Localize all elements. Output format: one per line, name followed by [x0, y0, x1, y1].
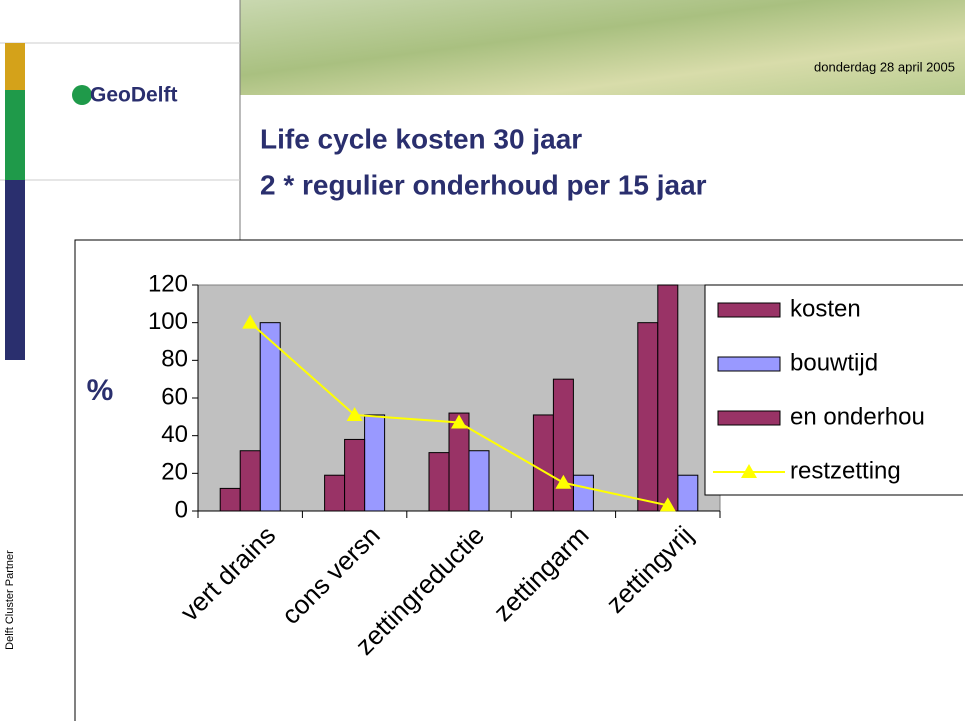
side-text: Delft Cluster Partner — [4, 550, 16, 650]
bar — [552, 378, 574, 512]
header-image — [240, 0, 965, 95]
title: 2 * regulier onderhoud per 15 jaar — [260, 169, 707, 200]
line-marker — [555, 474, 572, 489]
bar — [637, 322, 659, 512]
y-tick-label: 60 — [161, 383, 188, 410]
line-marker — [242, 314, 259, 329]
y-tick-label: 80 — [161, 346, 188, 373]
y-axis-label: % — [87, 374, 114, 407]
stripe — [5, 90, 25, 180]
line-marker — [659, 497, 676, 512]
bar — [324, 474, 346, 512]
bar — [239, 450, 261, 512]
y-tick-label: 100 — [148, 308, 188, 335]
bar — [572, 474, 594, 512]
legend-label: kosten — [790, 295, 861, 322]
bar — [677, 474, 699, 512]
legend-swatch — [717, 302, 781, 318]
bar — [448, 412, 470, 512]
stripe — [5, 180, 25, 360]
bar — [219, 487, 241, 512]
legend-swatch — [717, 410, 781, 426]
stripe — [5, 43, 25, 90]
legend-label: bouwtijd — [790, 349, 878, 376]
legend-swatch — [717, 356, 781, 372]
legend-label: en onderhou — [790, 403, 925, 430]
y-tick-label: 120 — [148, 270, 188, 297]
legend-swatch — [741, 464, 757, 478]
legend-label: restzetting — [790, 457, 901, 484]
title: Life cycle kosten 30 jaar — [260, 123, 582, 154]
y-tick-label: 20 — [161, 459, 188, 486]
line-marker — [346, 406, 363, 421]
bar — [344, 438, 366, 512]
bar — [364, 414, 386, 512]
bar — [532, 414, 554, 512]
line-marker — [451, 414, 467, 429]
y-tick-label: 40 — [161, 421, 188, 448]
bar — [259, 322, 281, 512]
logo: GeoDelft — [90, 84, 178, 107]
y-tick-label: 0 — [175, 496, 188, 523]
bar — [468, 450, 490, 512]
bar — [657, 284, 679, 512]
bar — [428, 452, 450, 512]
logo-icon — [72, 85, 92, 105]
date: donderdag 28 april 2005 — [814, 59, 955, 74]
legend — [704, 284, 963, 496]
